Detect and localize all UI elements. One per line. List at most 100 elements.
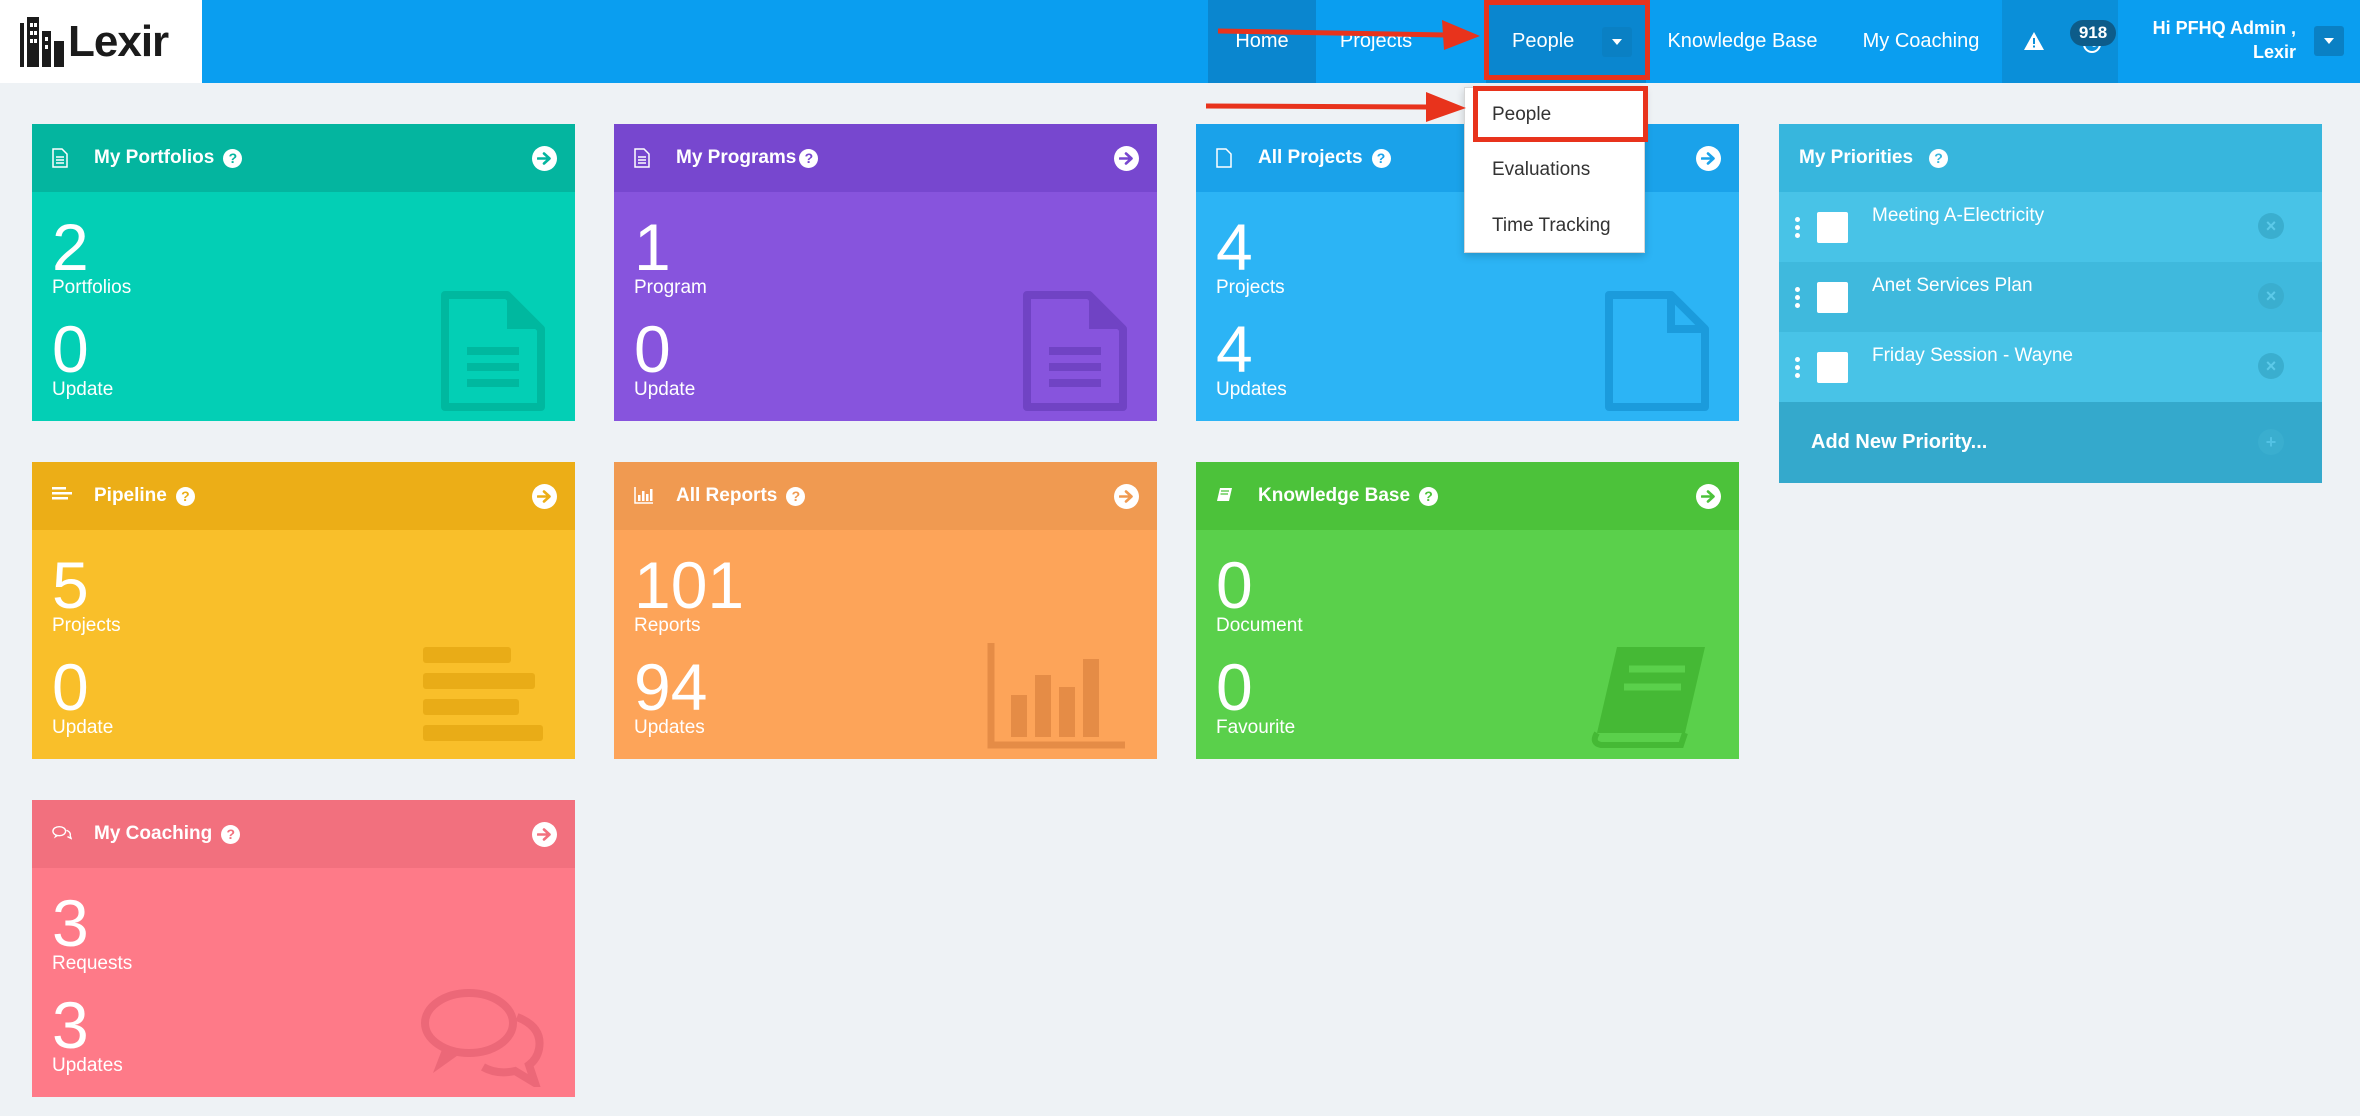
document-icon [634,148,654,168]
help-icon[interactable]: ? [223,148,243,168]
logo[interactable]: Lexir [0,0,202,83]
priority-label: Friday Session - Wayne [1872,345,2073,366]
arrow-right-icon[interactable] [532,146,557,171]
primary-label: Reports [634,615,701,636]
chat-watermark-icon [421,989,544,1087]
chart-watermark-icon [987,643,1125,749]
add-new-priority-button[interactable]: Add New Priority... + [1779,402,2322,483]
help-icon[interactable]: ? [799,148,819,168]
arrow-right-icon[interactable] [1696,146,1721,171]
document-watermark-icon [1605,291,1709,411]
drag-handle-icon[interactable] [1795,216,1803,238]
drag-handle-icon[interactable] [1795,356,1803,378]
primary-label: Portfolios [52,277,132,298]
arrow-right-icon[interactable] [532,822,557,847]
logo-text: Lexir [68,16,169,66]
user-menu-toggle[interactable] [2314,26,2344,56]
document-icon [52,148,72,168]
top-navigation-bar: Lexir Home Projects People Knowledge Bas… [0,0,2360,83]
chart-icon [634,486,654,506]
help-icon[interactable]: ? [175,486,195,506]
primary-label: Projects [52,615,121,636]
priorities-title: My Priorities [1799,147,1914,168]
help-icon[interactable]: ? [786,486,806,506]
close-icon[interactable]: × [2258,353,2284,379]
building-logo-icon [20,16,64,67]
primary-count: 101 [634,548,745,622]
greeting-line-1: Hi PFHQ Admin , [2152,18,2296,38]
arrow-right-icon[interactable] [1114,146,1139,171]
card-body: 5 Projects 0 Update [32,530,575,759]
help-icon[interactable]: ? [1929,148,1949,168]
drag-handle-icon[interactable] [1795,286,1803,308]
card-title: My Programs [676,147,797,168]
priority-label: Anet Services Plan [1872,275,2033,296]
card-body: 2 Portfolios 0 Update [32,192,575,421]
dropdown-item-evaluations[interactable]: Evaluations [1492,159,1591,180]
add-icon[interactable]: + [2258,429,2284,455]
card-header[interactable]: My Programs ? [614,124,1157,192]
primary-label: Projects [1216,277,1285,298]
secondary-count: 4 [1216,312,1253,386]
card-knowledge-base: Knowledge Base ? 0 Document 0 Favourite [1196,462,1739,759]
card-header[interactable]: My Coaching ? [32,800,575,868]
priority-checkbox[interactable] [1817,281,1848,313]
card-body: 1 Program 0 Update [614,192,1157,421]
nav-home[interactable]: Home [1208,0,1316,83]
bars-watermark-icon [423,647,543,741]
secondary-label: Updates [52,1055,123,1076]
primary-count: 3 [52,886,89,960]
bars-icon [52,486,72,506]
dropdown-item-time-tracking[interactable]: Time Tracking [1492,215,1611,236]
caret-down-icon [1612,38,1623,45]
nav-knowledge-base-label: Knowledge Base [1667,30,1818,52]
secondary-label: Favourite [1216,717,1296,738]
secondary-count: 0 [634,312,671,386]
help-icon[interactable]: ? [1371,148,1391,168]
card-header[interactable]: My Portfolios ? [32,124,575,192]
card-header[interactable]: Pipeline ? [32,462,575,530]
nav-knowledge-base[interactable]: Knowledge Base [1650,0,1835,83]
nav-people[interactable]: People [1486,0,1646,83]
priority-item[interactable]: Anet Services Plan × [1779,262,2322,332]
card-body: 101 Reports 94 Updates [614,530,1157,759]
card-title: All Reports [676,485,778,506]
secondary-label: Update [52,379,114,400]
arrow-right-icon[interactable] [1696,484,1721,509]
arrow-right-icon[interactable] [532,484,557,509]
dropdown-item-people[interactable]: People [1492,104,1552,125]
secondary-count: 0 [52,312,89,386]
primary-label: Program [634,277,707,298]
help-icon[interactable]: ? [1419,486,1439,506]
priority-item[interactable]: Friday Session - Wayne × [1779,332,2322,402]
close-icon[interactable]: × [2258,213,2284,239]
alert-icon[interactable] [2024,32,2044,50]
greeting-line-2: Lexir [2252,42,2296,62]
secondary-count: 0 [1216,650,1253,724]
card-pipeline: Pipeline ? 5 Projects 0 Update [32,462,575,759]
people-dropdown-toggle[interactable] [1602,26,1633,57]
card-my-portfolios: My Portfolios ? 2 Portfolios 0 Update [32,124,575,421]
card-body: 0 Document 0 Favourite [1196,530,1739,759]
document-watermark-icon [1023,291,1127,411]
book-icon [1216,486,1236,506]
book-watermark-icon [1591,647,1705,748]
user-greeting[interactable]: Hi PFHQ Admin , Lexir [2118,0,2296,83]
close-icon[interactable]: × [2258,283,2284,309]
card-header[interactable]: All Reports ? [614,462,1157,530]
card-title: Knowledge Base [1258,485,1411,506]
arrow-right-icon[interactable] [1114,484,1139,509]
primary-count: 4 [1216,210,1253,284]
priority-checkbox[interactable] [1817,211,1848,243]
priority-item[interactable]: Meeting A-Electricity × [1779,192,2322,262]
card-header[interactable]: Knowledge Base ? [1196,462,1739,530]
help-icon[interactable]: ? [221,824,241,844]
nav-my-coaching[interactable]: My Coaching [1840,0,2002,83]
document-watermark-icon [441,291,545,411]
chat-icon [52,824,72,844]
priority-checkbox[interactable] [1817,351,1848,383]
nav-home-label: Home [1235,30,1289,52]
card-my-coaching: My Coaching ? 3 Requests 3 Updates [32,800,575,1097]
primary-label: Document [1216,615,1303,636]
